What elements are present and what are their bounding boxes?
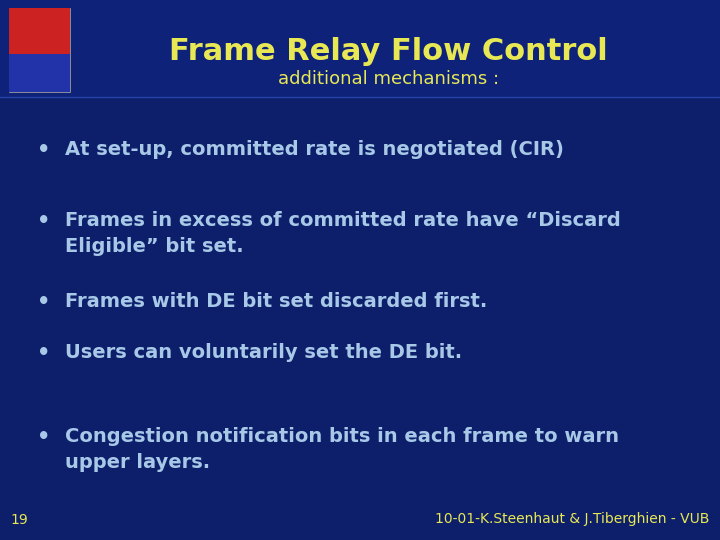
Bar xyxy=(9,8,70,54)
Text: Congestion notification bits in each frame to warn
upper layers.: Congestion notification bits in each fra… xyxy=(65,427,618,472)
Bar xyxy=(0,0,720,97)
Text: •: • xyxy=(37,427,50,447)
Text: 19: 19 xyxy=(11,512,29,526)
Text: Frames with DE bit set discarded first.: Frames with DE bit set discarded first. xyxy=(65,292,487,310)
Text: At set-up, committed rate is negotiated (CIR): At set-up, committed rate is negotiated … xyxy=(65,140,564,159)
Bar xyxy=(9,8,70,92)
Text: •: • xyxy=(37,292,50,312)
Text: additional mechanisms :: additional mechanisms : xyxy=(278,70,500,88)
Text: Frames in excess of committed rate have “Discard
Eligible” bit set.: Frames in excess of committed rate have … xyxy=(65,211,621,256)
Text: •: • xyxy=(37,211,50,231)
Text: 10-01-K.Steenhaut & J.Tiberghien - VUB: 10-01-K.Steenhaut & J.Tiberghien - VUB xyxy=(435,512,709,526)
Bar xyxy=(9,54,70,92)
Text: •: • xyxy=(37,140,50,160)
Text: Users can voluntarily set the DE bit.: Users can voluntarily set the DE bit. xyxy=(65,343,462,362)
Text: •: • xyxy=(37,343,50,363)
Text: Frame Relay Flow Control: Frame Relay Flow Control xyxy=(169,37,608,66)
